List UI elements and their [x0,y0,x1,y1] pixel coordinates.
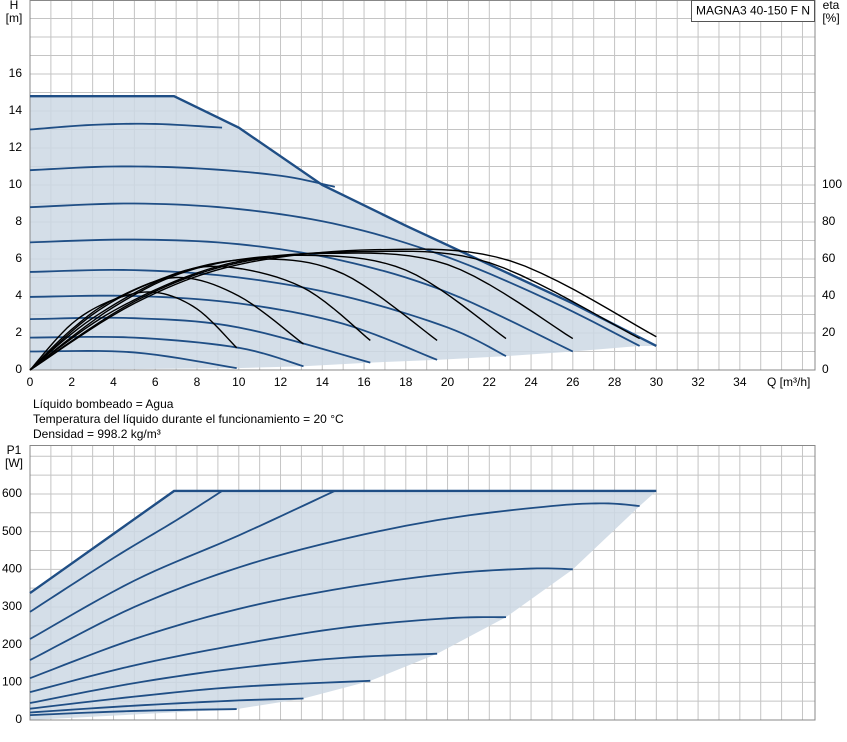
y-tick-label: 14 [9,103,23,117]
curve [29,316,371,364]
curve [29,616,507,693]
note: Líquido bombeado = Agua [33,397,174,411]
x-tick-label: 26 [566,375,580,389]
x-tick-label: 28 [608,375,622,389]
curve [29,335,304,368]
x-axis-label: Q [m³/h] [767,375,810,389]
y-tick-label: 6 [15,251,22,265]
y-tick-label: 0 [15,712,22,726]
y-tick-label: 12 [9,140,23,154]
note: Densidad = 998.2 kg/m³ [33,427,161,441]
operating-area [30,490,657,720]
y-tick-label: 0 [15,362,22,376]
x-tick-label: 32 [691,375,705,389]
y2-tick-label: 100 [822,177,842,191]
y-tick-label: 500 [2,524,22,538]
curve [29,708,237,716]
y-tick-label: 2 [15,325,22,339]
y-tick-label: 200 [2,637,22,651]
x-tick-label: 12 [274,375,288,389]
curve [29,165,336,188]
curve [29,567,573,680]
curve [29,122,223,131]
y2-axis-unit: [%] [822,11,839,25]
curve [29,490,336,640]
curve [29,252,574,371]
operating-area [30,96,657,370]
y2-tick-label: 40 [822,288,836,302]
y2-tick-label: 20 [822,325,836,339]
curve [29,202,641,347]
curve [29,248,657,371]
x-tick-label: 18 [399,375,413,389]
x-tick-label: 34 [733,375,747,389]
y2-tick-label: 60 [822,251,836,265]
x-tick-label: 4 [110,375,117,389]
x-tick-label: 20 [441,375,455,389]
x-tick-label: 16 [357,375,371,389]
curve [29,652,438,704]
y-tick-label: 10 [9,177,23,191]
x-tick-label: 2 [68,375,75,389]
curve [29,679,371,710]
y2-tick-label: 0 [822,362,829,376]
y-tick-label: 16 [9,66,23,80]
y-axis-unit: [W] [5,456,23,470]
y-tick-label: 4 [15,288,22,302]
note: Temperatura del líquido durante el funci… [33,412,344,426]
y-axis-label: H [10,0,19,12]
x-tick-label: 14 [316,375,330,389]
y-tick-label: 600 [2,486,22,500]
curve [29,254,507,371]
y-tick-label: 400 [2,561,22,575]
y-axis-unit: [m] [6,11,23,25]
y2-tick-label: 80 [822,214,836,228]
curve [30,95,657,348]
curve [29,269,507,357]
x-tick-label: 0 [27,375,34,389]
plot-frame [29,0,816,371]
curve [29,490,223,613]
title-box [691,0,815,22]
plot-frame [29,445,816,721]
x-tick-label: 24 [524,375,538,389]
curve [29,294,438,361]
chart-title: MAGNA3 40-150 F N [696,4,810,18]
curve [29,489,657,595]
y-tick-label: 8 [15,214,22,228]
x-tick-label: 22 [483,375,497,389]
x-tick-label: 8 [194,375,201,389]
y2-axis-label: eta [823,0,840,12]
x-tick-label: 6 [152,375,159,389]
curve [29,697,304,714]
curve [29,238,574,353]
curve [29,502,640,661]
y-tick-label: 300 [2,599,22,613]
x-tick-label: 10 [232,375,246,389]
y-tick-label: 100 [2,675,22,689]
x-tick-label: 30 [650,375,664,389]
y-axis-label: P1 [7,443,22,457]
